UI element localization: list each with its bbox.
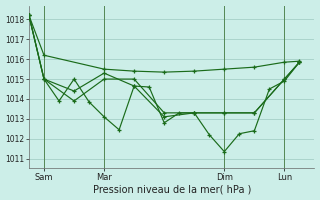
X-axis label: Pression niveau de la mer( hPa ): Pression niveau de la mer( hPa ) — [92, 184, 251, 194]
